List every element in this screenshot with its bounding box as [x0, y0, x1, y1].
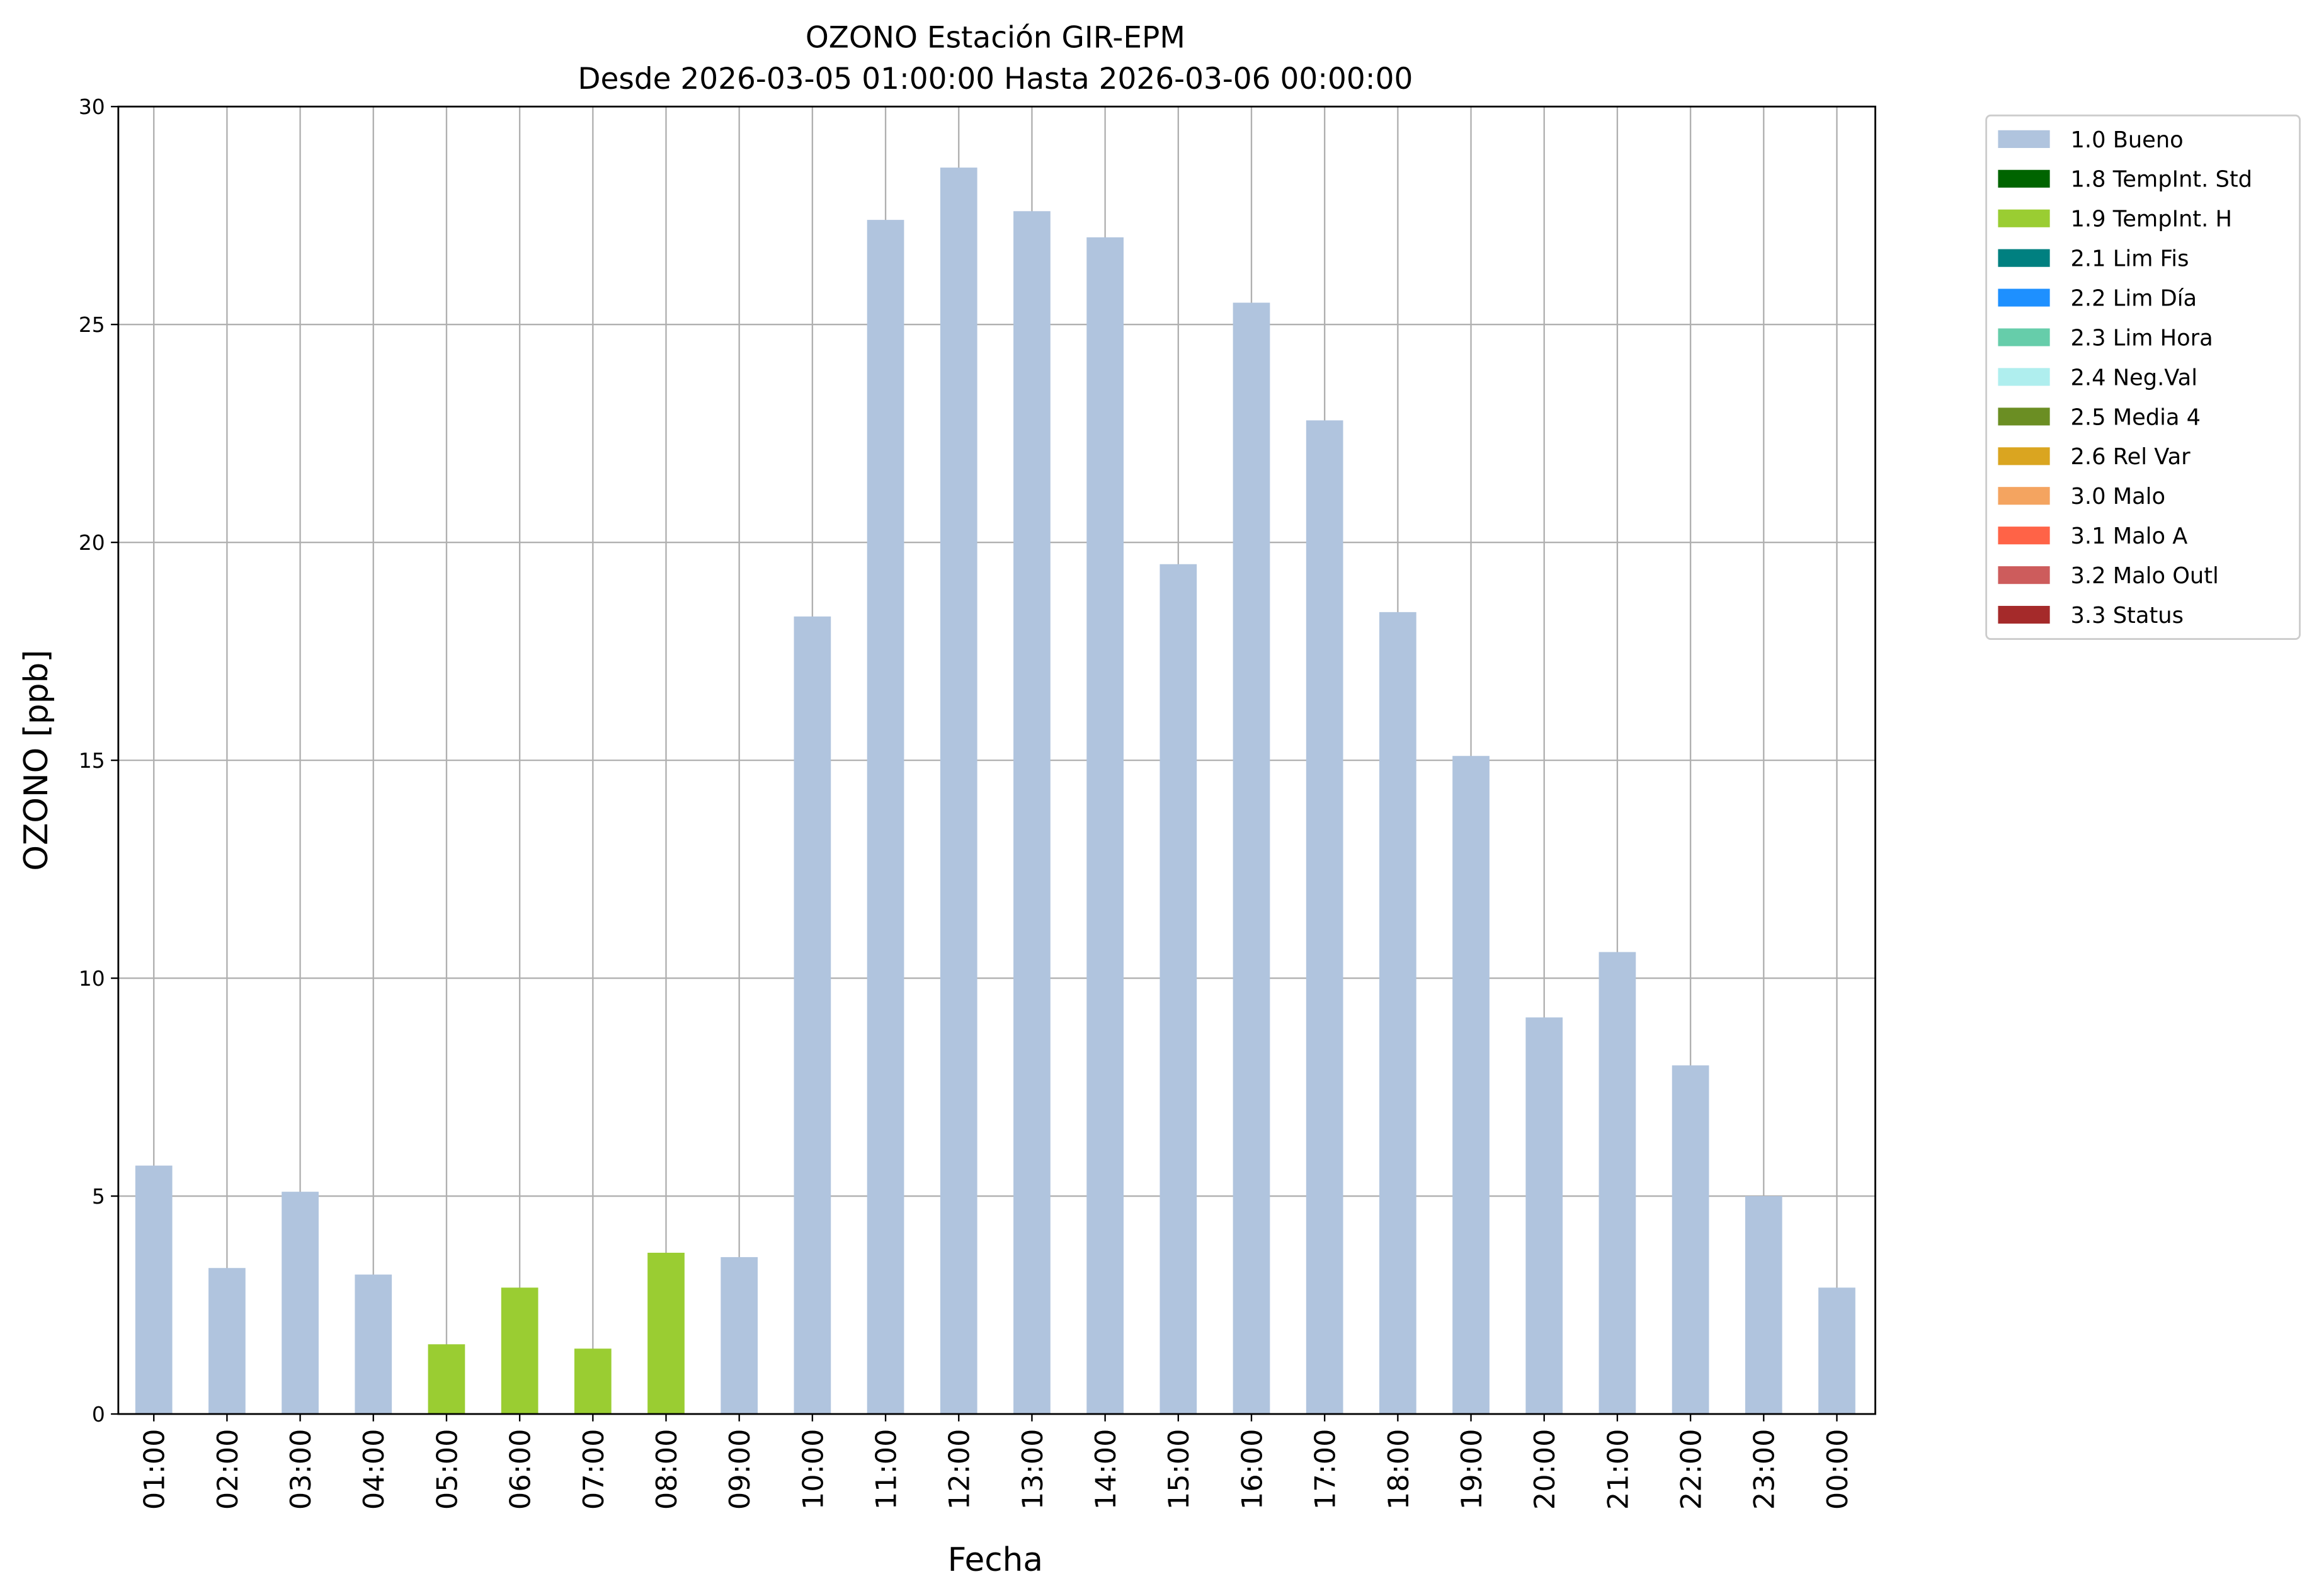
y-tick-label: 20 — [79, 530, 105, 555]
legend-label: 1.0 Bueno — [2071, 127, 2184, 153]
x-tick-label: 21:00 — [1602, 1429, 1634, 1510]
y-tick-label: 15 — [79, 748, 105, 773]
bar-21:00 — [1598, 952, 1636, 1415]
x-tick-label: 12:00 — [943, 1429, 976, 1510]
bar-03:00 — [282, 1192, 319, 1415]
bar-16:00 — [1233, 302, 1270, 1415]
y-tick-label: 5 — [92, 1184, 105, 1209]
legend-label: 3.0 Malo — [2071, 484, 2166, 510]
legend-label: 1.9 TempInt. H — [2071, 207, 2232, 232]
bar-15:00 — [1160, 564, 1197, 1415]
x-tick-label: 01:00 — [139, 1429, 171, 1510]
y-axis-label: OZONO [ppb] — [18, 650, 55, 871]
bar-08:00 — [647, 1253, 685, 1415]
x-tick-label: 11:00 — [870, 1429, 903, 1510]
bar-12:00 — [940, 168, 977, 1415]
bar-22:00 — [1672, 1065, 1709, 1415]
legend-label: 1.8 TempInt. Std — [2071, 167, 2252, 193]
bar-23:00 — [1745, 1196, 1782, 1415]
x-tick-label: 23:00 — [1748, 1429, 1781, 1510]
legend-swatch — [1998, 249, 2050, 267]
legend: 1.0 Bueno 1.8 TempInt. Std 1.9 TempInt. H 2… — [1985, 114, 2301, 640]
x-tick-label: 17:00 — [1309, 1429, 1342, 1510]
bar-17:00 — [1306, 420, 1343, 1415]
x-tick-label: 00:00 — [1821, 1429, 1854, 1510]
x-tick-label: 03:00 — [285, 1429, 317, 1510]
legend-label: 2.3 Lim Hora — [2071, 325, 2213, 351]
y-tick-label: 0 — [92, 1402, 105, 1427]
legend-swatch — [1998, 130, 2050, 148]
x-tick-label: 22:00 — [1675, 1429, 1708, 1510]
legend-swatch — [1998, 408, 2050, 426]
legend-label: 2.1 Lim Fis — [2071, 246, 2189, 272]
legend-frame — [1985, 114, 2301, 640]
y-tick-label: 10 — [79, 966, 105, 991]
legend-swatch — [1998, 169, 2050, 188]
x-tick-label: 06:00 — [504, 1429, 537, 1510]
legend-swatch — [1998, 368, 2050, 386]
bar-11:00 — [867, 220, 904, 1415]
bar-20:00 — [1525, 1017, 1563, 1415]
x-tick-label: 08:00 — [651, 1429, 683, 1510]
legend-swatch — [1998, 487, 2050, 505]
y-axis-ticks: 0 5 10 15 20 25 30 — [79, 94, 118, 1427]
legend-label: 2.5 Media 4 — [2071, 404, 2201, 430]
bar-18:00 — [1379, 612, 1416, 1415]
bar-09:00 — [721, 1257, 758, 1415]
bar-06:00 — [501, 1287, 538, 1415]
chart-subtitle: Desde 2026-03-05 01:00:00 Hasta 2026-03-… — [578, 62, 1413, 96]
x-tick-label: 20:00 — [1529, 1429, 1561, 1510]
legend-label: 2.2 Lim Día — [2071, 286, 2197, 312]
legend-swatch — [1998, 566, 2050, 584]
legend-label: 3.1 Malo A — [2071, 523, 2188, 549]
x-tick-label: 14:00 — [1090, 1429, 1122, 1510]
legend-label: 2.4 Neg.Val — [2071, 365, 2198, 390]
x-tick-label: 18:00 — [1382, 1429, 1415, 1510]
x-axis-label: Fecha — [948, 1541, 1043, 1579]
legend-swatch — [1998, 328, 2050, 346]
x-tick-label: 10:00 — [797, 1429, 829, 1510]
bar-05:00 — [428, 1344, 465, 1415]
x-tick-label: 02:00 — [212, 1429, 244, 1510]
bar-14:00 — [1086, 237, 1124, 1415]
x-tick-label: 19:00 — [1456, 1429, 1488, 1510]
legend-swatch — [1998, 447, 2050, 465]
x-axis-ticks: 01:00 02:00 03:00 04:00 05:00 06:00 07:00 08:00… — [139, 1414, 1854, 1510]
legend-label: 3.2 Malo Outl — [2071, 563, 2219, 589]
bar-07:00 — [574, 1348, 612, 1415]
legend-swatch — [1998, 209, 2050, 227]
x-tick-label: 07:00 — [578, 1429, 610, 1510]
x-tick-label: 09:00 — [724, 1429, 756, 1510]
x-tick-label: 15:00 — [1163, 1429, 1195, 1510]
legend-swatch — [1998, 605, 2050, 624]
y-tick-label: 30 — [79, 94, 105, 119]
legend-label: 2.6 Rel Var — [2071, 444, 2191, 470]
legend-label: 3.3 Status — [2071, 603, 2184, 629]
bar-19:00 — [1452, 756, 1490, 1415]
legend-swatch — [1998, 288, 2050, 307]
bar-01:00 — [135, 1165, 173, 1415]
bars — [135, 168, 1855, 1415]
x-tick-label: 16:00 — [1236, 1429, 1268, 1510]
y-tick-label: 25 — [79, 312, 105, 337]
bar-10:00 — [794, 616, 831, 1415]
x-tick-label: 13:00 — [1017, 1429, 1049, 1510]
x-tick-label: 05:00 — [431, 1429, 464, 1510]
bar-13:00 — [1013, 211, 1051, 1415]
x-tick-label: 04:00 — [358, 1429, 390, 1510]
bar-02:00 — [208, 1268, 246, 1415]
bar-04:00 — [355, 1274, 392, 1415]
chart-title: OZONO Estación GIR-EPM — [806, 20, 1185, 55]
bar-00:00 — [1818, 1287, 1855, 1415]
legend-swatch — [1998, 527, 2050, 545]
